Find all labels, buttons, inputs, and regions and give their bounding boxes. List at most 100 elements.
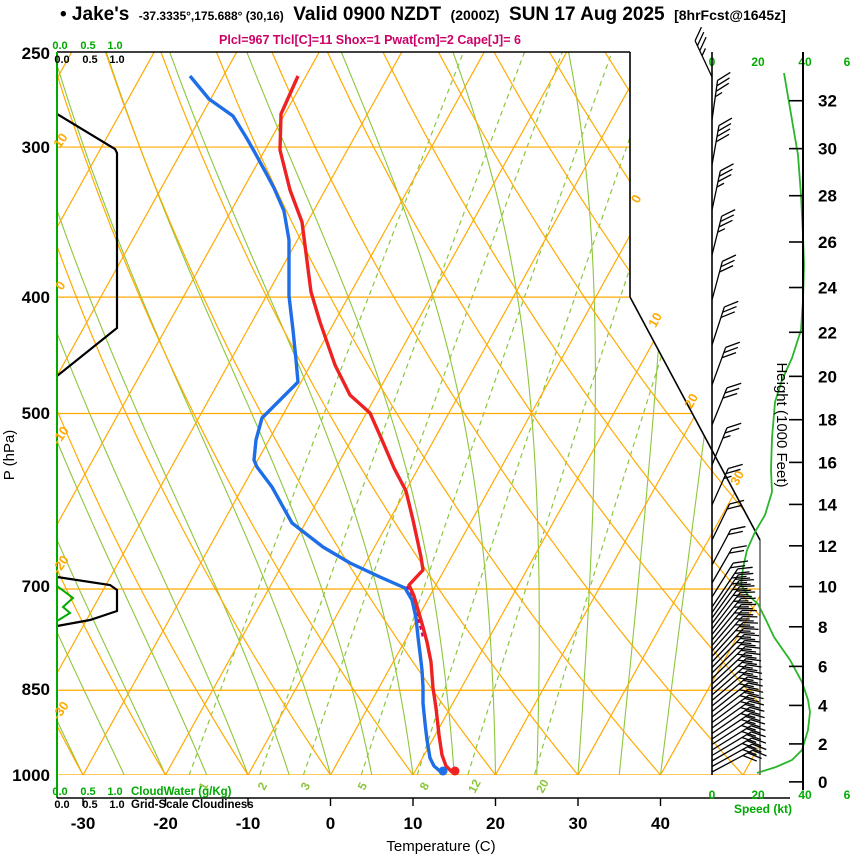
dry-adiabat-line [271,52,760,775]
temperature-tick-label: -30 [71,814,96,833]
height-tick-label: 20 [818,367,837,386]
svg-text:0: 0 [709,788,716,802]
pressure-tick-label: 850 [22,680,50,699]
height-tick-label: 18 [818,411,837,430]
isotherm-label: 30 [727,468,747,488]
isotherm-line [164,52,574,775]
cloud-scales: 0.00.00.50.51.01.00.00.00.50.51.01.0Clou… [52,40,253,811]
height-tick-label: 10 [818,578,837,597]
height-tick-label: 26 [818,233,837,252]
isotherm-line [57,52,409,775]
mixing-ratio-line [294,52,563,775]
speed-scale: 0 0 20 20 40 40 6 6 Speed (kt) [709,55,850,816]
isotherm-line [659,52,760,775]
svg-text:0.5: 0.5 [80,40,95,52]
svg-text:1.0: 1.0 [107,40,122,52]
isotherm-line [57,52,244,775]
temperature-tick-label: -10 [236,814,261,833]
isotherm-line [247,52,657,775]
isotherm-line [57,52,162,775]
chart-title: • Jake's -37.3335°,175.688° (30,16) Vali… [60,4,850,26]
temperature-tick-label: 10 [404,814,423,833]
dry-adiabat-line [104,52,516,775]
cloudwater-profile [57,585,75,622]
svg-text:40: 40 [798,788,812,802]
height-tick-label: 6 [818,657,827,676]
valid-time: Valid 0900 NZDT [293,4,442,25]
mixing-ratio-line [250,52,526,775]
moist-adiabat-line [57,52,332,775]
height-tick-label: 24 [818,279,837,298]
cloudwater-scale-title: CloudWater (g/Kg) [131,786,232,798]
svg-text:20: 20 [751,55,765,69]
svg-text:0.5: 0.5 [80,786,95,798]
dry-adiabat-line [326,52,760,775]
adiabat-label: 0 [52,278,68,293]
isotherm-line [577,52,760,775]
moist-adiabat-line [57,52,208,775]
temperature-tick-label: 40 [651,814,670,833]
cloudiness-lower-outline [57,575,119,628]
svg-text:0.5: 0.5 [82,799,97,811]
moist-adiabat-line [659,52,751,775]
temperature-axis: -30 -20 -10 0 10 20 30 40 Temperature (C) [57,797,790,855]
svg-text:6: 6 [844,55,850,69]
dry-adiabat-line [57,52,98,775]
valid-date: SUN 17 Aug 2025 [509,4,665,25]
adiabat-label: -20 [49,552,72,576]
adiabat-label: 10 [50,130,71,150]
height-tick-label: 22 [818,323,837,342]
moist-adiabat-line [57,52,249,775]
moist-adiabat-line [450,52,540,775]
pressure-tick-label: 300 [22,138,50,157]
isotherm-label: 20 [681,391,701,411]
svg-text:20: 20 [751,788,765,802]
height-tick-label: 16 [818,453,837,472]
mixing-ratio-label: 12 [465,777,484,796]
svg-text:0.0: 0.0 [54,799,69,811]
forecast-tag: [8hrFcst@1645z] [674,7,786,23]
station-name: • Jake's [60,4,130,25]
moist-adiabat-line [57,52,167,775]
svg-text:0.0: 0.0 [52,786,67,798]
indices-line: Plcl=967 Tlcl[C]=11 Shox=1 Pwat[cm]=2 Ca… [219,33,521,47]
mixing-ratio-line [408,52,661,775]
svg-text:40: 40 [798,55,812,69]
height-tick-label: 30 [818,140,837,159]
valid-utc: (2000Z) [450,7,500,23]
surface-dewpoint-dot [438,766,448,776]
height-tick-label: 8 [818,618,827,637]
mixing-ratio-line [526,52,760,775]
dry-adiabat-line [215,52,684,775]
moist-adiabat-line [57,52,125,775]
isotherm-line [57,52,327,775]
height-tick-label: 4 [818,696,828,715]
temperature-tick-label: 30 [569,814,588,833]
moist-adiabat-line [0,48,1,775]
height-tick-label: 0 [818,773,827,792]
pressure-tick-label: 1000 [12,766,50,785]
wind-barbs [694,26,767,775]
height-tick-label: 2 [818,735,827,754]
mixing-ratio-label: 3 [298,780,314,793]
temperature-axis-title: Temperature (C) [386,838,495,855]
dry-adiabat-line [437,52,760,775]
adiabat-label: -10 [49,423,72,447]
temperature-tick-label: 20 [486,814,505,833]
moist-adiabat-line [167,52,414,775]
temperature-tick-label: -20 [153,814,178,833]
svg-text:0.5: 0.5 [82,54,97,66]
pressure-tick-label: 250 [22,44,50,63]
moist-adiabat-line [57,52,290,775]
height-tick-label: 12 [818,537,837,556]
station-coords: -37.3335°,175.688° (30,16) [138,9,284,23]
dry-adiabat-line [57,52,433,775]
moist-adiabat-line [104,52,373,775]
temperature-curve [278,75,454,774]
svg-text:0.0: 0.0 [52,40,67,52]
surface-temperature-dot [450,766,460,776]
dry-adiabat-line [160,52,600,775]
